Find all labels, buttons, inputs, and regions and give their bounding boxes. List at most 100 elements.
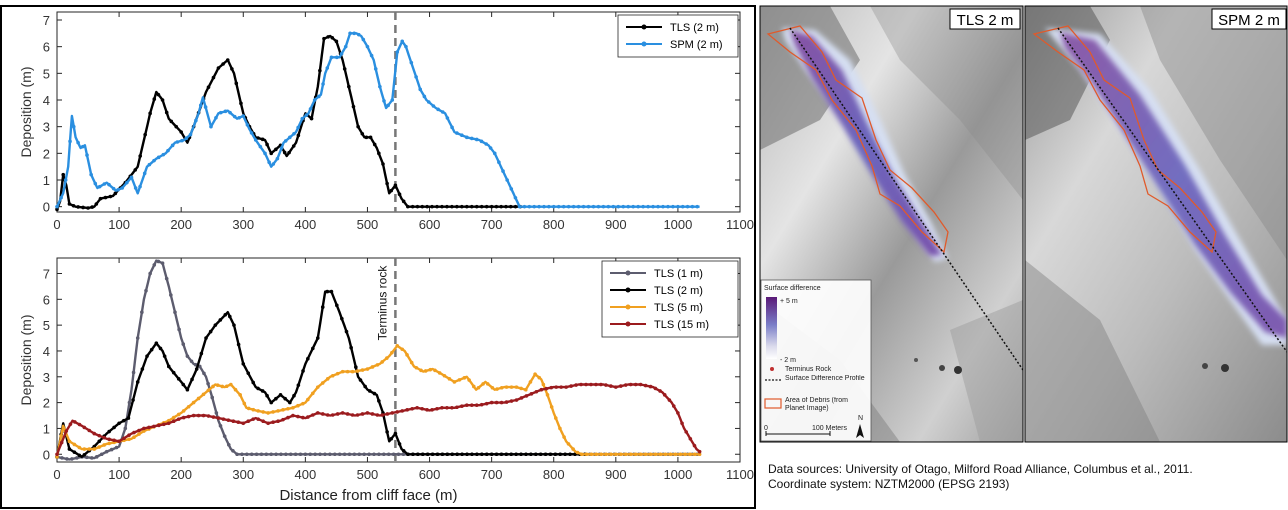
data-point	[326, 35, 330, 39]
data-point	[240, 452, 244, 457]
data-point	[332, 452, 337, 457]
data-point	[340, 411, 345, 415]
data-point	[389, 188, 394, 193]
data-point	[98, 196, 103, 201]
legend-label: SPM (2 m)	[670, 39, 723, 51]
data-point	[544, 386, 549, 391]
y-tick-label: 4	[43, 344, 50, 359]
data-point	[329, 55, 334, 60]
series-spm-2-m-	[55, 31, 700, 209]
data-point	[311, 391, 315, 396]
data-point	[82, 452, 87, 457]
data-point	[509, 399, 514, 403]
data-point	[396, 452, 401, 457]
data-point	[267, 160, 271, 165]
data-point	[457, 378, 462, 382]
data-point	[161, 152, 166, 157]
y-tick-label: 1	[43, 173, 50, 188]
data-point	[584, 452, 589, 457]
data-point	[164, 110, 169, 115]
data-point	[460, 452, 464, 457]
x-tick-label: 200	[170, 467, 192, 482]
data-point	[261, 419, 265, 424]
data-point	[633, 452, 638, 457]
data-point	[532, 204, 537, 209]
data-point	[386, 103, 390, 108]
data-point	[356, 32, 361, 37]
data-point	[171, 415, 176, 420]
data-point	[537, 375, 542, 380]
data-point	[55, 455, 59, 459]
data-point	[175, 140, 180, 144]
data-point	[157, 423, 161, 428]
data-point	[109, 447, 114, 452]
data-point	[358, 378, 363, 382]
data-point	[251, 380, 256, 385]
data-point	[142, 426, 146, 431]
data-point	[238, 393, 242, 397]
data-point	[97, 445, 102, 449]
data-point	[206, 388, 211, 393]
data-point	[94, 455, 99, 459]
data-point	[269, 151, 274, 156]
data-point	[455, 131, 459, 135]
data-point	[529, 452, 533, 457]
data-point	[667, 398, 672, 402]
data-point	[173, 310, 177, 315]
data-point	[688, 436, 693, 441]
data-point	[579, 452, 584, 457]
data-point	[436, 107, 440, 112]
data-point	[241, 114, 246, 118]
data-point	[330, 413, 335, 417]
data-point	[241, 421, 246, 426]
data-point	[170, 143, 175, 148]
data-point	[430, 408, 434, 412]
data-point	[249, 452, 254, 457]
data-point	[401, 449, 406, 453]
data-point	[265, 142, 269, 147]
data-point	[276, 409, 280, 413]
data-point	[143, 132, 147, 137]
data-point	[76, 205, 80, 209]
data-point	[114, 445, 119, 450]
data-point	[395, 410, 400, 414]
data-point	[266, 411, 270, 415]
data-point	[524, 394, 529, 398]
data-point	[296, 133, 301, 138]
data-point	[668, 452, 673, 457]
deposit-tls	[790, 30, 942, 256]
data-point	[365, 367, 370, 371]
data-point	[325, 413, 330, 417]
data-point	[450, 204, 454, 209]
data-point	[181, 382, 186, 387]
data-point	[300, 116, 305, 121]
data-point	[256, 409, 260, 413]
data-point	[199, 351, 204, 356]
data-point	[156, 259, 161, 264]
data-point	[208, 329, 213, 334]
data-point	[611, 204, 616, 209]
data-point	[683, 452, 687, 457]
data-point	[397, 442, 402, 446]
x-tick-label: 100	[108, 467, 130, 482]
data-point	[179, 130, 183, 134]
data-point	[479, 204, 484, 209]
data-point	[606, 204, 611, 209]
data-point	[82, 447, 87, 451]
data-point	[228, 314, 232, 319]
data-point	[142, 429, 146, 433]
data-point	[185, 354, 190, 358]
data-point	[181, 409, 186, 413]
data-point	[99, 452, 104, 457]
series-tls-5-m-	[55, 343, 702, 459]
data-point	[400, 39, 405, 44]
data-point	[251, 407, 256, 412]
x-tick-label: 500	[357, 467, 379, 482]
data-point	[697, 449, 702, 454]
data-point	[662, 393, 667, 397]
y-tick-label: 5	[43, 66, 50, 81]
data-point	[55, 204, 59, 209]
terminus-marker-icon	[770, 367, 774, 371]
legend-marker	[625, 321, 631, 327]
x-tick-label: 1100	[726, 467, 754, 482]
